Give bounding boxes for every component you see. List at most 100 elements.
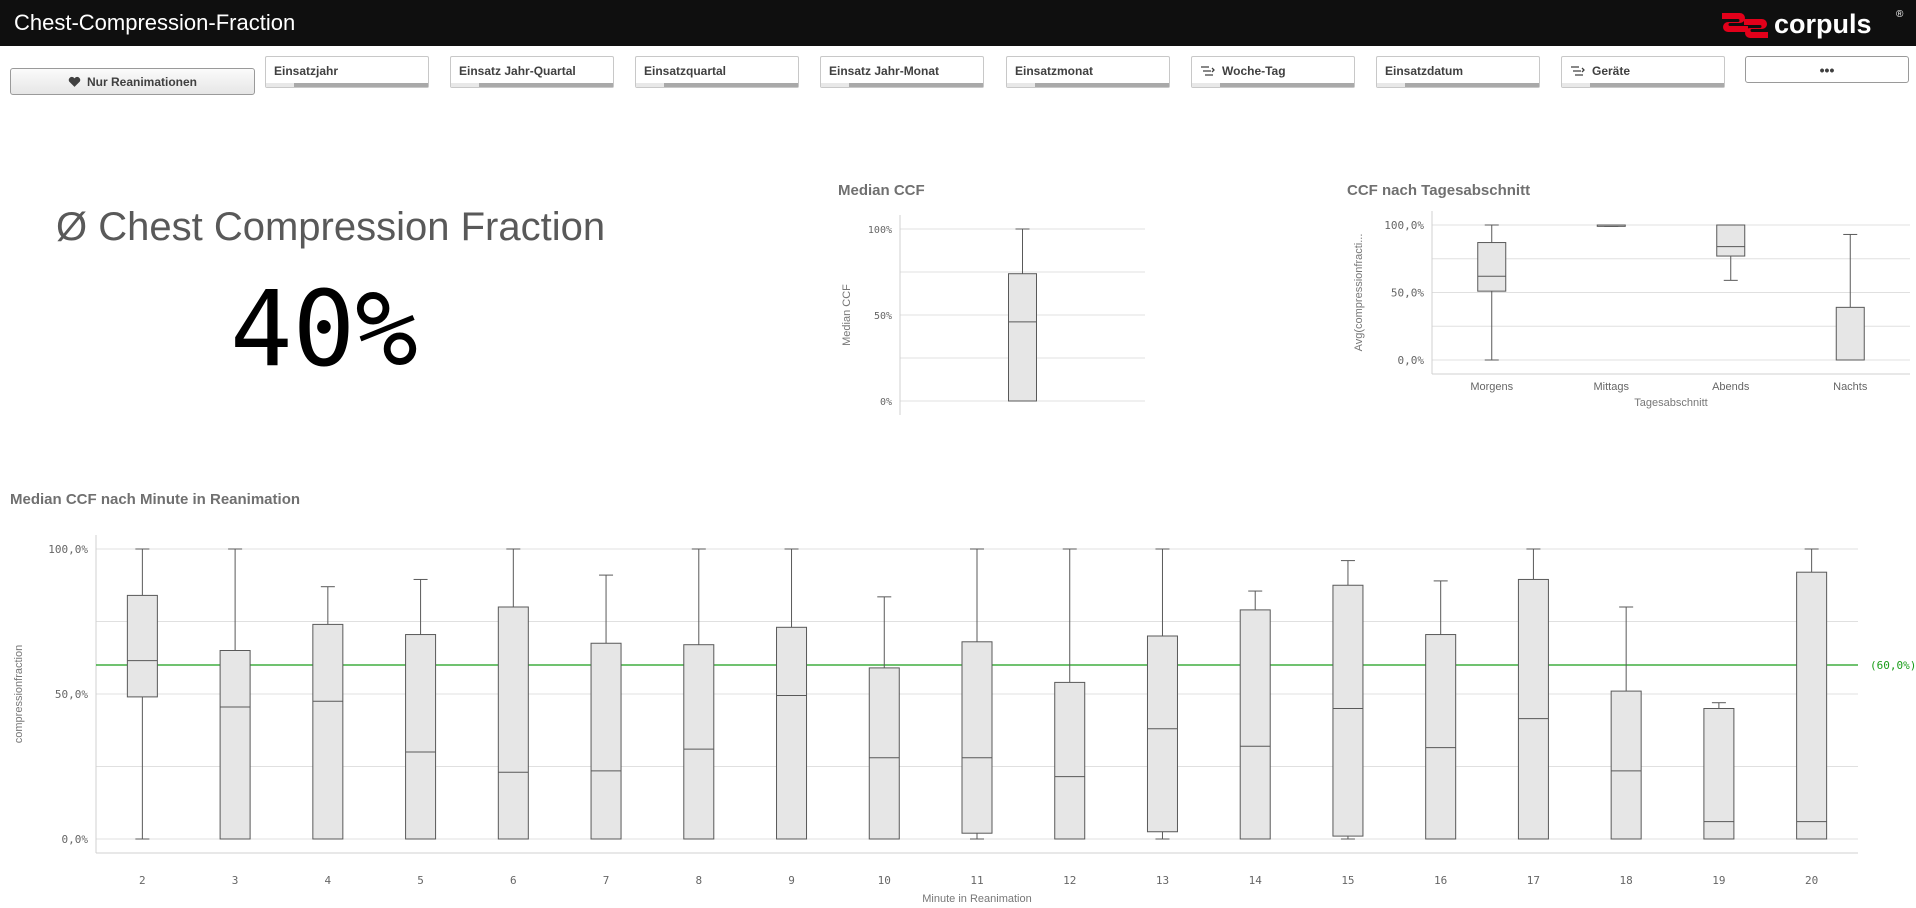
x-tick-label: 3 (232, 874, 239, 887)
box (1332, 584, 1364, 837)
x-tick-label: 18 (1620, 874, 1633, 887)
filter-selection-bar (1377, 83, 1539, 87)
x-tick-label: 13 (1156, 874, 1169, 887)
x-tick-label: 19 (1712, 874, 1725, 887)
box (1517, 578, 1549, 840)
y-tick-label: 50,0% (1391, 287, 1424, 300)
filter-selection-bar-empty (636, 83, 664, 87)
box (1054, 681, 1086, 840)
box (1703, 708, 1735, 840)
top-bar: Chest-Compression-Fraction corpuls ® (0, 0, 1916, 46)
kpi-value: 40% (230, 268, 418, 390)
x-tick-label: 4 (325, 874, 332, 887)
filter-einsatzjahr[interactable]: Einsatzjahr (265, 56, 429, 88)
y-tick-label: 50% (874, 311, 892, 322)
filter-einsatz-jahr-monat[interactable]: Einsatz Jahr-Monat (820, 56, 984, 88)
x-tick-label: 9 (788, 874, 795, 887)
filter-label-wrap: Einsatz Jahr-Monat (829, 64, 939, 78)
box (1239, 609, 1271, 840)
x-tick-label: 15 (1341, 874, 1354, 887)
filter-einsatzmonat[interactable]: Einsatzmonat (1006, 56, 1170, 88)
box (405, 634, 437, 840)
x-tick-label: 12 (1063, 874, 1076, 887)
x-tick-label: 6 (510, 874, 517, 887)
box (1716, 224, 1746, 257)
logo-text: corpuls (1774, 9, 1872, 39)
x-tick-label: Nachts (1833, 381, 1868, 393)
filter-selection-bar (636, 83, 798, 87)
x-tick-label: 17 (1527, 874, 1540, 887)
nur-reanimationen-button[interactable]: Nur Reanimationen (10, 68, 255, 95)
y-tick-label: 100% (868, 225, 892, 236)
median-ccf-chart-title: Median CCF (838, 182, 925, 199)
filter-selection-bar-empty (451, 83, 479, 87)
x-tick-label: Abends (1712, 381, 1750, 393)
filter-label: Geräte (1592, 64, 1631, 78)
drill-down-icon (1201, 66, 1215, 76)
median-ccf-chart: 100% 50% 0% Median CCF (841, 215, 1145, 415)
box (961, 641, 993, 834)
filter-label: Einsatz Jahr-Monat (829, 64, 940, 78)
x-tick-label: 20 (1805, 874, 1818, 887)
y-axis-label: Avg(compressionfracti... (1353, 234, 1365, 352)
box (683, 644, 715, 840)
y-tick-label: 0% (880, 397, 892, 408)
box (219, 650, 251, 840)
y-axis-label: Median CCF (841, 284, 853, 346)
box (1796, 571, 1828, 840)
y-tick-label: 0,0% (1398, 354, 1425, 367)
filter-label-wrap: Woche-Tag (1200, 64, 1286, 78)
x-tick-label: 2 (139, 874, 146, 887)
y-tick-label: 0,0% (62, 833, 89, 846)
filter-label-wrap: Einsatzdatum (1385, 64, 1463, 78)
minute-chart-title: Median CCF nach Minute in Reanimation (10, 491, 301, 508)
x-tick-label: Morgens (1470, 381, 1513, 393)
tagesabschnitt-chart-title: CCF nach Tagesabschnitt (1347, 182, 1531, 199)
y-tick-label: 100,0% (48, 543, 88, 556)
y-tick-label: 100,0% (1384, 219, 1424, 232)
box (1835, 306, 1865, 361)
filter-label: Woche-Tag (1222, 64, 1286, 78)
box (1425, 634, 1457, 840)
filter-einsatzdatum[interactable]: Einsatzdatum (1376, 56, 1540, 88)
x-tick-label: 16 (1434, 874, 1447, 887)
filter-selection-bar-empty (1007, 83, 1035, 87)
filter-selection-bar-empty (1192, 83, 1220, 87)
filter-label: Einsatz Jahr-Quartal (459, 64, 576, 78)
filter-label: Einsatzquartal (644, 64, 727, 78)
filter-selection-bar-empty (821, 83, 849, 87)
filter-selection-bar (821, 83, 983, 87)
x-tick-label: 7 (603, 874, 610, 887)
x-axis-label: Tagesabschnitt (1634, 397, 1707, 409)
more-filters-button[interactable]: ••• (1745, 56, 1909, 83)
filter-label: Einsatzmonat (1015, 64, 1094, 78)
filter-einsatzquartal[interactable]: Einsatzquartal (635, 56, 799, 88)
filter-woche-tag[interactable]: Woche-Tag (1191, 56, 1355, 88)
filter-label-wrap: Einsatzmonat (1015, 64, 1093, 78)
box (1610, 690, 1642, 840)
filter-label-wrap: Geräte (1570, 64, 1630, 78)
x-tick-label: 11 (970, 874, 983, 887)
filter-selection-bar (1007, 83, 1169, 87)
box (497, 606, 529, 840)
filter-label-wrap: Einsatzquartal (644, 64, 726, 78)
filter-selection-bar (1192, 83, 1354, 87)
minute-chart: 100,0% 50,0% 0,0% compressionfraction (60,0%… (13, 535, 1916, 905)
box (868, 667, 900, 840)
x-axis-label: Minute in Reanimation (922, 893, 1031, 905)
filter-label-wrap: Einsatz Jahr-Quartal (459, 64, 576, 78)
reference-line-label: (60,0%) (1870, 659, 1916, 672)
filter-einsatz-jahr-quartal[interactable]: Einsatz Jahr-Quartal (450, 56, 614, 88)
app-title: Chest-Compression-Fraction (14, 10, 296, 35)
box (590, 642, 622, 840)
box (126, 594, 158, 698)
x-tick-label: 5 (417, 874, 424, 887)
filter-selection-bar (451, 83, 613, 87)
y-tick-label: 50,0% (55, 688, 88, 701)
drill-down-icon (1571, 66, 1585, 76)
box (1477, 242, 1507, 292)
filter-geräte[interactable]: Geräte (1561, 56, 1725, 88)
filter-selection-bar (266, 83, 428, 87)
tagesabschnitt-chart: 100,0% 50,0% 0,0% Avg(compressionfracti... M… (1353, 211, 1910, 409)
filter-label: Einsatzdatum (1385, 64, 1464, 78)
